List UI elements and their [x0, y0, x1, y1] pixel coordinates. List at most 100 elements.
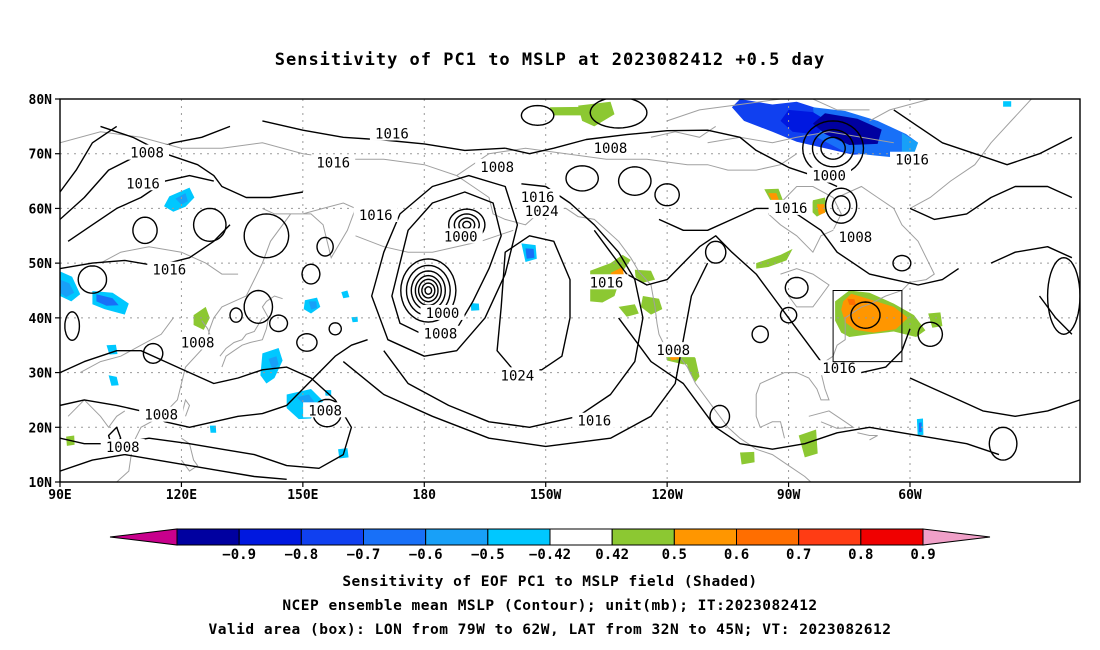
mslp-contour	[565, 165, 599, 192]
contour-label-bg	[418, 325, 463, 341]
sensitivity-patch	[756, 248, 793, 269]
contour-label: 1016	[590, 275, 624, 291]
footer-line-shaded: Sensitivity of EOF PC1 to MSLP field (Sh…	[342, 574, 758, 590]
mslp-contour	[60, 339, 368, 428]
mslp-contour	[850, 301, 881, 329]
colorbar-label: −0.9	[222, 547, 256, 563]
coastlines	[60, 99, 1032, 482]
colorbar-label: 0.8	[848, 547, 873, 563]
mslp-contour	[893, 109, 1073, 166]
contour-label: 1016	[774, 201, 808, 217]
contour-label-bg	[890, 151, 935, 167]
lat-tick-label: 20N	[29, 421, 53, 436]
contour-label-bg	[303, 402, 348, 418]
mslp-contour	[142, 342, 164, 364]
sensitivity-patch	[618, 304, 639, 317]
contour-label: 1000	[812, 169, 846, 185]
mslp-contour	[704, 240, 727, 264]
colorbar-box	[425, 528, 489, 546]
contour-label-bg	[519, 203, 564, 219]
mslp-contour	[64, 311, 81, 341]
colorbar-box	[363, 528, 427, 546]
lat-lon-grid	[60, 99, 1080, 482]
mslp-contour	[654, 183, 680, 207]
contour-label: 1016	[152, 263, 186, 279]
contour-label: 1008	[308, 403, 342, 419]
mslp-contour	[132, 216, 158, 245]
contour-label-bg	[120, 175, 165, 191]
mslp-contour	[424, 286, 433, 295]
map-frame	[59, 98, 1081, 483]
mslp-contour	[617, 166, 652, 196]
coastline-segment	[869, 99, 931, 122]
colorbar-label: −0.5	[471, 547, 505, 563]
lat-tick-label: 60N	[29, 202, 53, 217]
mslp-contour	[342, 262, 709, 448]
coastline-segment	[67, 399, 126, 429]
coastline-segment	[221, 295, 283, 368]
lon-tick-label: 90E	[48, 488, 71, 503]
footer-line-contour: NCEP ensemble mean MSLP (Contour); unit(…	[282, 598, 818, 614]
lat-tick-label: 10N	[29, 476, 53, 491]
contour-label: 1024	[525, 204, 559, 220]
sensitivity-patch	[351, 316, 358, 323]
mslp-contour	[60, 453, 287, 480]
coastline-segment	[456, 147, 797, 177]
colorbar-label: −0.8	[284, 547, 318, 563]
colorbar-box	[176, 528, 240, 546]
mslp-contour	[1038, 295, 1073, 335]
contour-label: 1016	[521, 190, 555, 206]
contour-label-bg	[572, 412, 617, 428]
contour-label-bg	[147, 261, 192, 277]
colorbar-box	[860, 528, 924, 546]
sensitivity-patch	[108, 375, 119, 386]
contour-label: 1016	[126, 176, 160, 192]
mslp-contour	[371, 174, 519, 357]
lon-tick-label: 120W	[651, 488, 682, 503]
contour-labels: 1016100810161016101610081016102410001016…	[100, 125, 935, 456]
map-title: Sensitivity of PC1 to MSLP at 2023082412…	[274, 50, 826, 70]
sensitivity-patch	[768, 193, 779, 202]
colorbar-label: −0.42	[529, 547, 571, 563]
sensitivity-patch	[847, 298, 856, 306]
colorbar-label: 0.9	[910, 547, 935, 563]
mslp-contour	[811, 128, 855, 168]
coastline-segment	[219, 317, 263, 357]
lon-tick-label: 60W	[898, 488, 922, 503]
colorbar-label: 0.6	[724, 547, 749, 563]
colorbar-box	[300, 528, 365, 546]
mslp-contour	[296, 333, 318, 352]
contour-label-bg	[651, 342, 696, 358]
colorbar-box	[736, 528, 800, 546]
sensitivity-patch	[268, 356, 279, 370]
contour-label: 1024	[501, 368, 535, 384]
contour-label: 1008	[424, 327, 458, 343]
contour-label-bg	[311, 154, 356, 170]
coastline-segment	[180, 398, 191, 417]
lon-tick-label: 150E	[287, 488, 318, 503]
mslp-contour	[410, 270, 446, 311]
contour-label-bg	[420, 304, 465, 320]
mslp-contour	[658, 207, 959, 286]
colorbar: −0.9 −0.8 −0.7 −0.6 −0.5 −0.42 0.42 0.5 0.6 0.7 0.…	[109, 528, 991, 563]
mslp-contour	[391, 191, 502, 338]
contour-label: 1016	[577, 414, 611, 430]
contour-label: 1016	[375, 126, 409, 142]
contour-label: 1008	[144, 408, 178, 424]
lon-tick-label: 90W	[777, 488, 801, 503]
colorbar-label: −0.6	[409, 547, 443, 563]
colorbar-min-triangle	[109, 528, 178, 546]
mslp-contour	[831, 195, 851, 217]
mslp-contour	[990, 246, 1073, 264]
contour-label-bg	[369, 125, 414, 141]
mslp-contours	[60, 99, 1080, 480]
sensitivity-patch	[928, 312, 943, 328]
sensitivity-patch	[816, 204, 825, 215]
mslp-contour	[820, 136, 846, 160]
mslp-contour	[60, 350, 353, 469]
coastline-segment	[857, 432, 878, 441]
contour-label-bg	[100, 438, 145, 454]
contour-label: 1008	[130, 146, 164, 162]
